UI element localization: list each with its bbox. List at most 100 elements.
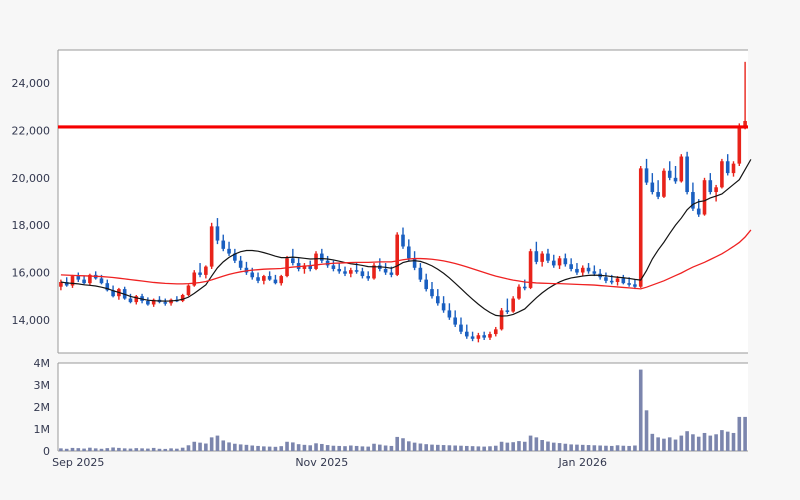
candle-body bbox=[273, 279, 278, 284]
candle-body bbox=[267, 276, 272, 280]
volume-bar bbox=[250, 445, 255, 451]
candle-body bbox=[511, 298, 515, 312]
volume-bar bbox=[407, 441, 411, 451]
candle-body bbox=[111, 290, 115, 297]
volume-bar bbox=[157, 448, 162, 451]
candle-body bbox=[743, 121, 747, 126]
volume-bar bbox=[447, 445, 452, 451]
volume-bar bbox=[76, 448, 81, 451]
candle-body bbox=[453, 317, 457, 325]
candle-body bbox=[435, 296, 440, 304]
candle-body bbox=[238, 260, 243, 268]
volume-bar bbox=[314, 443, 318, 451]
candle-body bbox=[215, 226, 220, 241]
volume-bar bbox=[93, 448, 98, 451]
candle-body bbox=[604, 277, 608, 281]
volume-plot-area bbox=[58, 363, 748, 451]
candle-body bbox=[99, 278, 104, 284]
volume-bar bbox=[117, 447, 121, 451]
volume-bar bbox=[59, 448, 63, 451]
candle-body bbox=[447, 310, 452, 318]
candle-body bbox=[720, 161, 724, 188]
candle-body bbox=[163, 302, 168, 304]
volume-bar bbox=[435, 444, 440, 451]
volume-bar bbox=[551, 442, 556, 451]
candle-body bbox=[221, 240, 226, 249]
volume-bar bbox=[302, 444, 307, 451]
volume-bar bbox=[679, 435, 684, 451]
volume-bar bbox=[702, 432, 707, 451]
volume-panel[interactable] bbox=[57, 362, 748, 452]
candle-body bbox=[151, 299, 156, 305]
volume-bar bbox=[557, 443, 562, 451]
candle-body bbox=[82, 279, 86, 284]
candle-body bbox=[395, 234, 399, 275]
volume-tick-label: 1M bbox=[34, 423, 51, 436]
candle-body bbox=[470, 336, 475, 339]
price-tick-label: 14,000 bbox=[12, 314, 51, 327]
volume-bar bbox=[662, 438, 666, 451]
volume-bar bbox=[470, 446, 475, 451]
candle-body bbox=[430, 289, 434, 297]
volume-bar bbox=[134, 448, 139, 451]
volume-bar bbox=[146, 448, 150, 451]
candle-body bbox=[551, 260, 556, 266]
volume-bar bbox=[633, 445, 637, 451]
volume-bar bbox=[673, 439, 678, 451]
candle-body bbox=[580, 267, 585, 273]
volume-bar bbox=[180, 447, 185, 451]
candle-body bbox=[546, 253, 550, 261]
candle-body bbox=[198, 272, 202, 275]
candle-body bbox=[418, 267, 423, 280]
volume-bar bbox=[70, 447, 75, 451]
volume-bar bbox=[441, 445, 446, 451]
volume-bar bbox=[627, 445, 631, 451]
candle-body bbox=[714, 187, 718, 193]
candle-body bbox=[638, 168, 643, 287]
axis-layer: 14,000 16,000 18,000 20,000 22,000 24,000 0 1M 2… bbox=[12, 77, 607, 469]
volume-bar bbox=[725, 431, 730, 451]
candle-body bbox=[662, 170, 666, 197]
candle-body bbox=[424, 279, 428, 290]
volume-bar bbox=[743, 416, 747, 451]
candle-body bbox=[679, 156, 684, 182]
candle-body bbox=[621, 278, 626, 284]
candle-body bbox=[76, 276, 81, 280]
volume-bar bbox=[88, 447, 92, 451]
volume-bar bbox=[546, 441, 550, 451]
volume-bar bbox=[644, 410, 649, 451]
volume-bar bbox=[580, 444, 585, 451]
volume-bar bbox=[343, 446, 347, 451]
candle-body bbox=[534, 251, 539, 262]
volume-bar bbox=[586, 445, 591, 451]
candle-body bbox=[702, 180, 707, 215]
volume-bar bbox=[122, 448, 127, 451]
candle-body bbox=[696, 208, 701, 215]
volume-tick-label: 0 bbox=[43, 445, 50, 458]
date-tick-label: Sep 2025 bbox=[52, 456, 104, 469]
volume-bar bbox=[209, 437, 214, 451]
volume-bar bbox=[383, 445, 388, 451]
candle-body bbox=[592, 271, 597, 274]
candle-body bbox=[204, 266, 208, 275]
candle-body bbox=[134, 296, 139, 303]
volume-bar bbox=[430, 444, 434, 451]
volume-bar bbox=[499, 441, 504, 451]
candle-body bbox=[441, 303, 446, 311]
volume-bar bbox=[493, 445, 498, 451]
candle-body bbox=[540, 253, 544, 262]
volume-bar bbox=[279, 446, 284, 451]
candle-body bbox=[407, 246, 411, 259]
candle-body bbox=[499, 310, 504, 330]
price-panel[interactable] bbox=[57, 49, 752, 354]
volume-bar bbox=[233, 443, 237, 451]
price-tick-label: 20,000 bbox=[12, 172, 51, 185]
candle-body bbox=[349, 270, 353, 274]
volume-bar bbox=[163, 448, 168, 451]
candle-body bbox=[360, 271, 365, 277]
candle-body bbox=[644, 168, 649, 183]
volume-bar bbox=[186, 445, 191, 451]
volume-bar bbox=[714, 434, 718, 451]
candle-body bbox=[146, 300, 150, 305]
